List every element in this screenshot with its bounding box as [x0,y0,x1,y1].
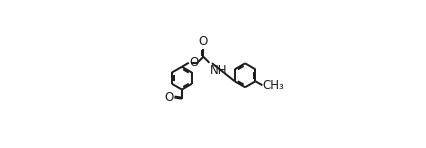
Text: O: O [199,35,208,48]
Text: CH₃: CH₃ [263,79,285,92]
Text: O: O [190,56,199,69]
Text: NH: NH [210,64,227,77]
Text: O: O [164,91,174,104]
